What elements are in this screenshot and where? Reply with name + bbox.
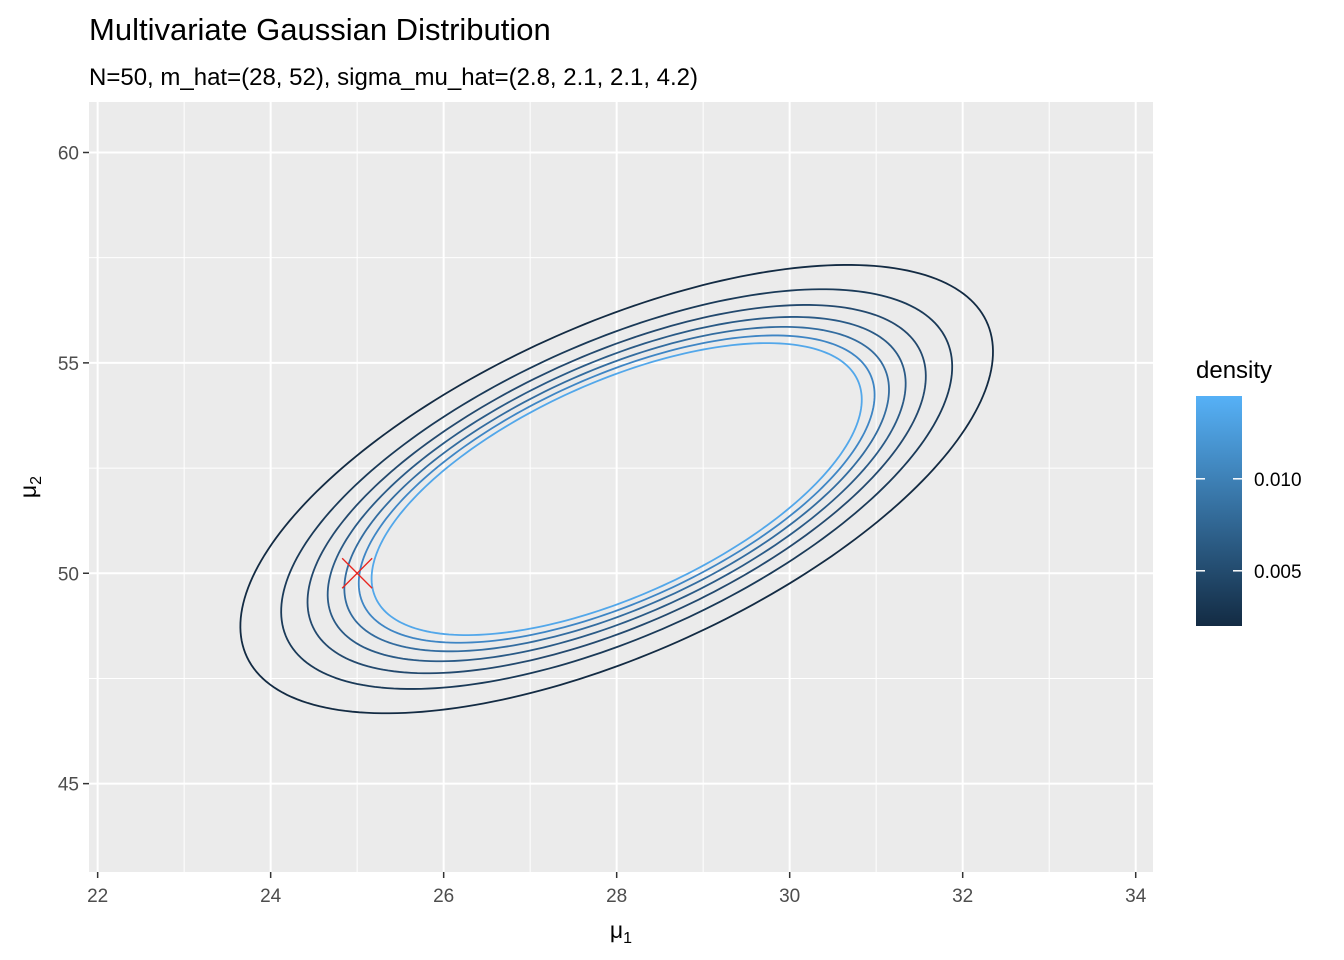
plot-panel bbox=[89, 102, 1153, 872]
marker-stroke bbox=[341, 557, 373, 589]
legend-ticks: 0.005 0.010 bbox=[1196, 470, 1302, 583]
legend-title: density bbox=[1196, 357, 1272, 384]
legend-tick-label: 0.005 bbox=[1254, 562, 1302, 583]
x-tick-label: 32 bbox=[952, 886, 973, 907]
contour-level-7 bbox=[370, 342, 863, 637]
x-tick-label: 30 bbox=[779, 886, 800, 907]
contour-level-1 bbox=[239, 264, 994, 715]
chart-title: Multivariate Gaussian Distribution bbox=[89, 12, 551, 47]
contour-lines bbox=[239, 264, 994, 715]
x-tick-label: 26 bbox=[433, 886, 454, 907]
contour-level-6 bbox=[357, 334, 876, 644]
grid-major bbox=[89, 102, 1153, 872]
x-axis-ticks: 22 24 26 28 30 32 34 bbox=[87, 872, 1147, 907]
contour-level-3 bbox=[306, 304, 927, 675]
y-tick-label: 50 bbox=[58, 564, 79, 585]
contour-level-4 bbox=[326, 316, 907, 663]
grid-minor bbox=[89, 102, 1153, 872]
legend: density 0.005 0.010 bbox=[1196, 357, 1302, 626]
x-tick-label: 34 bbox=[1125, 886, 1147, 907]
y-tick-label: 45 bbox=[58, 775, 79, 796]
contour-level-2 bbox=[280, 288, 954, 690]
x-axis-label: μ1 bbox=[610, 917, 632, 947]
y-tick-label: 55 bbox=[58, 354, 79, 375]
legend-tick-label: 0.010 bbox=[1254, 470, 1302, 491]
chart-subtitle: N=50, m_hat=(28, 52), sigma_mu_hat=(2.8,… bbox=[89, 64, 698, 91]
legend-colorbar bbox=[1196, 396, 1242, 626]
y-axis-ticks: 45 50 55 60 bbox=[58, 143, 89, 796]
y-tick-label: 60 bbox=[58, 143, 79, 164]
x-tick-label: 22 bbox=[87, 886, 108, 907]
x-tick-label: 24 bbox=[260, 886, 282, 907]
x-tick-label: 28 bbox=[606, 886, 627, 907]
observed-point-marker bbox=[341, 557, 373, 589]
contour-level-5 bbox=[343, 325, 890, 653]
y-axis-label: μ2 bbox=[15, 476, 45, 498]
